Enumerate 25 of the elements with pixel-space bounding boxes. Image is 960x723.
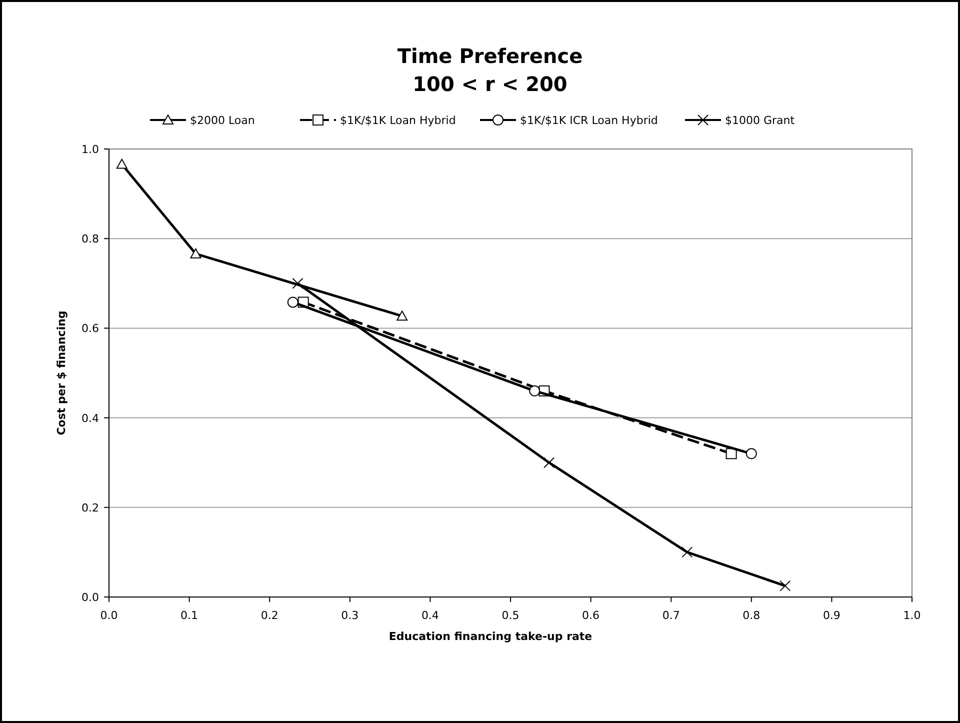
x-tick-label: 0.2 <box>260 609 278 622</box>
chart-title: Time Preference <box>397 44 583 68</box>
y-tick-label: 0.8 <box>82 232 99 246</box>
x-tick-label: 0.5 <box>502 609 520 622</box>
y-tick-label: 0.4 <box>82 412 99 425</box>
x-tick-label: 0.9 <box>822 609 840 622</box>
x-axis-title: Education financing take-up rate <box>388 630 592 643</box>
y-tick-label: 0.2 <box>82 501 99 514</box>
x-tick-label: 0.8 <box>742 609 760 622</box>
y-tick-label: 0.0 <box>82 591 99 604</box>
y-axis-title: Cost per $ financing <box>55 310 68 436</box>
chart-subtitle: 100 < r < 200 <box>412 72 568 96</box>
x-tick-label: 0.7 <box>662 609 680 622</box>
legend-label: $1K/$1K Loan Hybrid <box>340 114 456 127</box>
legend-label: $1K/$1K ICR Loan Hybrid <box>520 114 658 127</box>
y-tick-label: 1.0 <box>82 143 99 156</box>
x-tick-label: 1.0 <box>903 609 921 622</box>
x-tick-label: 0.6 <box>582 609 600 622</box>
y-tick-label: 0.6 <box>82 322 99 336</box>
x-tick-label: 0.1 <box>180 609 198 622</box>
x-tick-label: 0.4 <box>421 609 439 622</box>
legend-label: $2000 Loan <box>190 114 255 127</box>
legend-label: $1000 Grant <box>725 114 796 127</box>
x-tick-label: 0.0 <box>100 609 118 622</box>
x-tick-label: 0.3 <box>341 609 359 622</box>
